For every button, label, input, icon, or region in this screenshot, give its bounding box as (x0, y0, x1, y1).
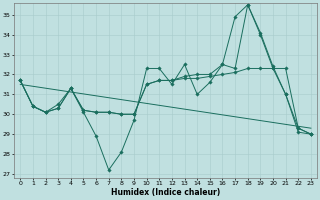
X-axis label: Humidex (Indice chaleur): Humidex (Indice chaleur) (111, 188, 220, 197)
